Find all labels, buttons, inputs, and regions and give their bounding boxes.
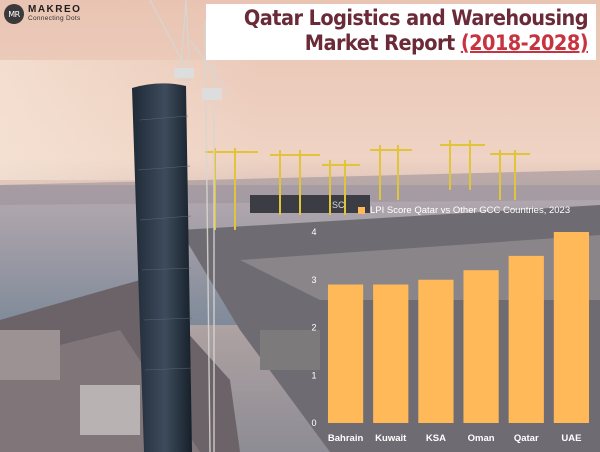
chart-plot: 0 1 2 3 4 Bahrain Kuwait KSA Oman Qatar UAE	[311, 227, 590, 444]
legend-label: LPI Score Qatar vs Other GCC Countries, …	[370, 205, 571, 216]
brand-name: MAKREO	[28, 4, 82, 16]
bar-bahrain	[327, 284, 364, 423]
logo-text: MAKREO Connecting Dots	[28, 5, 81, 23]
y-tick-label: 0	[311, 418, 316, 428]
title-main: Market Report	[304, 31, 455, 56]
y-tick-label: 1	[311, 370, 316, 380]
y-tick-label: 3	[311, 275, 316, 285]
chart-legend: LPI Score Qatar vs Other GCC Countries, …	[358, 205, 570, 216]
bar-kuwait	[373, 284, 409, 423]
bar-ksa	[418, 279, 454, 423]
bar-uae	[553, 232, 590, 423]
y-tick-label: 4	[311, 227, 316, 237]
legend-swatch	[358, 207, 365, 214]
brand-tagline: Connecting Dots	[28, 15, 81, 23]
title-line-1: Qatar Logistics and Warehousing	[243, 6, 589, 30]
x-tick-label: Oman	[468, 433, 495, 444]
y-tick-label: 2	[311, 323, 316, 333]
lpi-bar-chart: LPI Score Qatar vs Other GCC Countries, …	[300, 198, 600, 452]
x-tick-label: Bahrain	[328, 433, 364, 444]
title-years: (2018-2028)	[460, 31, 589, 56]
brand-logo: MR MAKREO Connecting Dots	[4, 4, 81, 24]
logo-mark-icon: MR	[4, 4, 24, 24]
x-tick-label: UAE	[561, 433, 581, 444]
bar-oman	[463, 270, 499, 423]
x-tick-label: Kuwait	[375, 433, 407, 444]
x-tick-label: Qatar	[514, 433, 539, 444]
report-title: Qatar Logistics and Warehousing Market R…	[206, 4, 596, 61]
title-line-2: Market Report (2018-2028)	[244, 31, 589, 56]
bar-qatar	[508, 255, 544, 423]
svg-text:SC: SC	[332, 200, 345, 210]
x-tick-label: KSA	[426, 433, 446, 444]
